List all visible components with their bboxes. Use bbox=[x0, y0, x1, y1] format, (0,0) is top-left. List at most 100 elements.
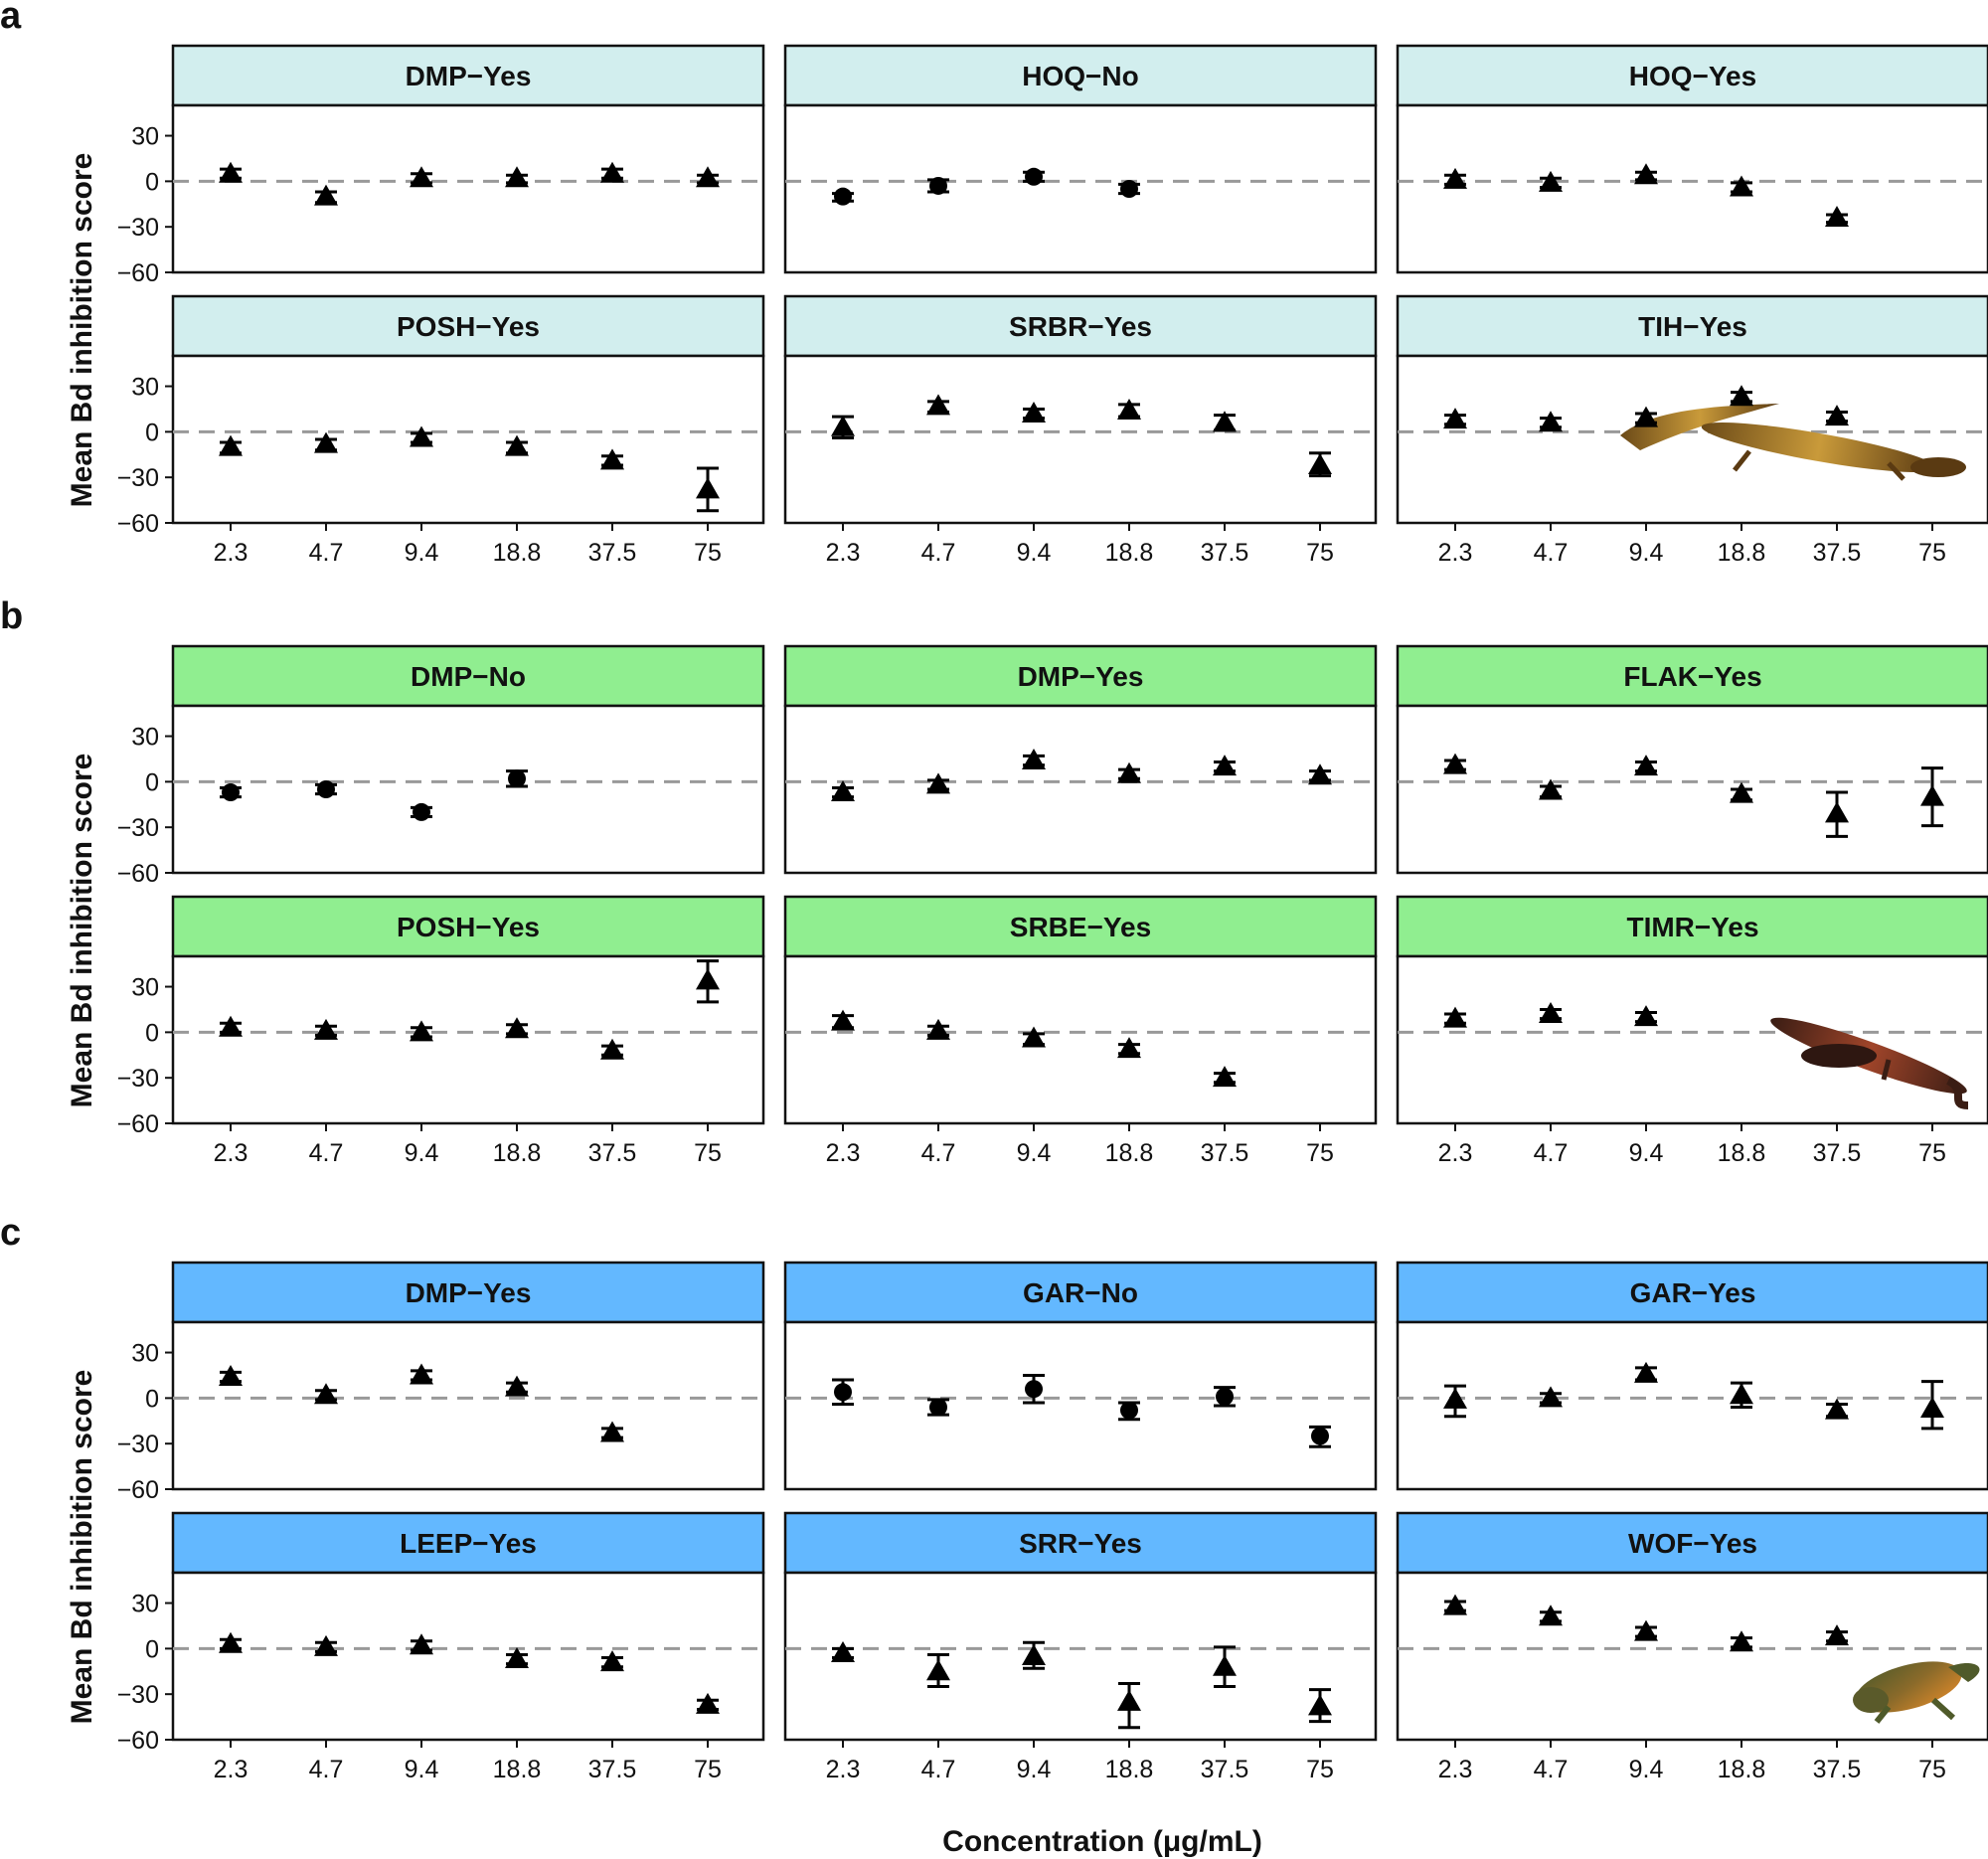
x-tick-label: 4.7 bbox=[309, 539, 344, 567]
plot-area bbox=[171, 954, 765, 1125]
facet-strip bbox=[171, 44, 765, 107]
data-point-triangle bbox=[1634, 406, 1658, 427]
facet-panel: FLAK−Yes bbox=[1396, 644, 1988, 875]
facet-title: HOQ−No bbox=[1022, 61, 1138, 91]
x-tick-label: 18.8 bbox=[493, 539, 542, 567]
facet-strip bbox=[171, 294, 765, 358]
y-tick-label: −60 bbox=[117, 1727, 159, 1755]
panel-groups: a DMP−Yes 30 0 −30 −60 HOQ−No HOQ−Yes POSH−Yes 30… bbox=[0, 0, 1988, 1783]
data-point-circle bbox=[317, 780, 335, 798]
facet-title: DMP−Yes bbox=[406, 1277, 532, 1308]
salamander-body bbox=[1701, 422, 1937, 472]
x-tick-label: 4.7 bbox=[921, 1756, 956, 1783]
salamander-leg bbox=[1733, 449, 1751, 472]
x-tick-label: 9.4 bbox=[1017, 1756, 1052, 1783]
data-point-triangle bbox=[1730, 175, 1753, 197]
x-tick-label: 37.5 bbox=[588, 1139, 637, 1167]
data-point-triangle bbox=[1022, 402, 1046, 423]
plot-area bbox=[1396, 954, 1988, 1125]
x-tick-label: 2.3 bbox=[1438, 539, 1473, 567]
data-point-triangle bbox=[1117, 761, 1141, 783]
data-point-triangle bbox=[1825, 801, 1849, 823]
data-point-circle bbox=[1311, 1427, 1329, 1445]
newt-head bbox=[1853, 1687, 1889, 1713]
data-point-triangle bbox=[1213, 1654, 1237, 1676]
data-point-triangle bbox=[831, 1009, 855, 1031]
data-point-circle bbox=[413, 802, 430, 821]
data-point-circle bbox=[1120, 1401, 1138, 1420]
x-tick-label: 18.8 bbox=[493, 1756, 542, 1783]
panel-group-c: c DMP−Yes 30 0 −30 −60 GAR−No GAR−Yes LEEP−Yes 30… bbox=[0, 1212, 1988, 1783]
data-point-triangle bbox=[1825, 405, 1849, 426]
data-point-triangle bbox=[696, 1692, 720, 1714]
x-tick-label: 75 bbox=[1306, 1756, 1334, 1783]
facet-title: SRBE−Yes bbox=[1010, 912, 1151, 942]
data-point-triangle bbox=[219, 161, 243, 183]
x-tick-label: 9.4 bbox=[405, 1139, 439, 1167]
y-tick-label: 30 bbox=[131, 374, 159, 402]
facet-title: TIH−Yes bbox=[1638, 311, 1747, 342]
data-point-triangle bbox=[314, 1383, 338, 1405]
data-point-triangle bbox=[1117, 398, 1141, 420]
plot-area bbox=[1396, 1320, 1988, 1491]
plot-area bbox=[783, 354, 1378, 525]
facet-panel: LEEP−Yes 30 0 −30 −60 2.3 4.7 9.4 18.8 37.5 75 bbox=[117, 1511, 765, 1783]
data-point-triangle bbox=[1443, 1387, 1467, 1409]
salamander-leg bbox=[1881, 1059, 1892, 1081]
data-point-triangle bbox=[314, 431, 338, 453]
plot-area bbox=[783, 1320, 1378, 1491]
facet-strip bbox=[1396, 1261, 1988, 1324]
data-point-circle bbox=[1216, 1387, 1234, 1406]
x-tick-label: 4.7 bbox=[309, 1756, 344, 1783]
data-point-triangle bbox=[219, 1015, 243, 1037]
x-tick-label: 37.5 bbox=[588, 539, 637, 567]
x-tick-label: 4.7 bbox=[1534, 1139, 1569, 1167]
x-tick-label: 18.8 bbox=[1718, 539, 1766, 567]
x-tick-label: 75 bbox=[694, 539, 722, 567]
data-point-triangle bbox=[696, 166, 720, 188]
y-tick-label: −60 bbox=[117, 510, 159, 538]
y-tick-label: 0 bbox=[145, 1635, 159, 1663]
x-tick-label: 75 bbox=[1306, 1139, 1334, 1167]
panel-group-b: b DMP−No 30 0 −30 −60 DMP−Yes FLAK−Yes POSH−Yes 3… bbox=[0, 595, 1988, 1167]
facet-panel: GAR−No bbox=[783, 1261, 1378, 1491]
data-point-triangle bbox=[926, 394, 950, 416]
x-tick-label: 18.8 bbox=[1105, 1139, 1154, 1167]
data-point-triangle bbox=[1443, 1594, 1467, 1615]
x-tick-label: 2.3 bbox=[214, 539, 248, 567]
plot-area bbox=[171, 103, 765, 274]
y-tick-label: 0 bbox=[145, 1019, 159, 1047]
facet-panel: POSH−Yes 30 0 −30 −60 2.3 4.7 9.4 18.8 37.5 75 bbox=[117, 294, 765, 567]
salamander-image bbox=[1620, 404, 1966, 481]
data-point-triangle bbox=[1730, 1630, 1753, 1652]
salamander-tail bbox=[1620, 404, 1779, 450]
y-tick-label: 0 bbox=[145, 768, 159, 796]
facet-panel: TIH−Yes 2.3 4.7 9.4 18.8 37.5 75 bbox=[1396, 294, 1988, 567]
y-tick-label: 0 bbox=[145, 419, 159, 446]
data-point-triangle bbox=[314, 1634, 338, 1656]
data-point-triangle bbox=[1539, 411, 1563, 432]
salamander-leg bbox=[1887, 461, 1905, 481]
data-point-triangle bbox=[219, 434, 243, 456]
data-point-triangle bbox=[1634, 1005, 1658, 1027]
data-point-triangle bbox=[696, 968, 720, 990]
facet-panel: TIMR−Yes 2.3 4.7 9.4 18.8 37.5 75 bbox=[1396, 895, 1988, 1167]
panel-letter: b bbox=[0, 595, 23, 637]
plot-area bbox=[1396, 354, 1988, 525]
data-point-triangle bbox=[1213, 411, 1237, 432]
salamander-head bbox=[1910, 457, 1966, 477]
facet-panel: DMP−Yes bbox=[783, 644, 1378, 875]
data-point-circle bbox=[508, 769, 526, 788]
data-point-triangle bbox=[1539, 170, 1563, 192]
x-tick-label: 2.3 bbox=[214, 1139, 248, 1167]
data-point-circle bbox=[1025, 167, 1043, 186]
x-tick-label: 37.5 bbox=[588, 1756, 637, 1783]
x-tick-label: 4.7 bbox=[1534, 1756, 1569, 1783]
data-point-triangle bbox=[410, 1020, 433, 1042]
facet-title: POSH−Yes bbox=[397, 912, 540, 942]
x-tick-label: 37.5 bbox=[1201, 1139, 1249, 1167]
plot-area bbox=[1396, 704, 1988, 875]
facet-panel: WOF−Yes 2.3 4.7 9.4 18.8 37.5 75 bbox=[1396, 1511, 1988, 1783]
data-point-triangle bbox=[1539, 1605, 1563, 1626]
data-point-triangle bbox=[219, 1364, 243, 1386]
